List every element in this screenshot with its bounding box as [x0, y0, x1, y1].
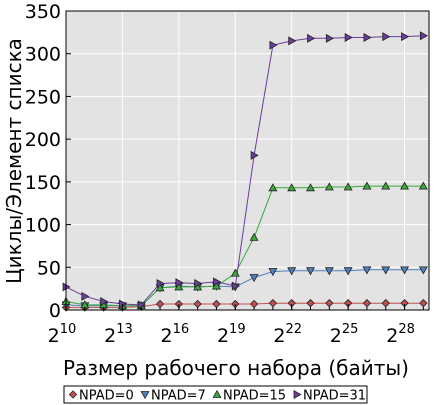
- data-point: [287, 267, 297, 276]
- x-tick-label: 228: [386, 322, 415, 347]
- data-point: [306, 183, 315, 192]
- data-point: [174, 282, 184, 291]
- y-tick-label: 50: [37, 257, 61, 279]
- series-line: [65, 185, 424, 307]
- grid: [66, 11, 429, 310]
- y-axis-ticks: 0 50 100 150 200 250 300 350: [25, 1, 71, 322]
- data-point: [137, 300, 146, 310]
- data-point: [268, 183, 278, 192]
- data-point: [362, 299, 372, 308]
- x-tick-label: 222: [273, 322, 302, 347]
- data-point: [156, 279, 165, 288]
- y-tick-label: 200: [25, 129, 61, 151]
- y-tick-label: 100: [25, 215, 61, 237]
- data-point: [287, 183, 297, 192]
- data-point: [400, 181, 410, 190]
- data-point: [382, 32, 391, 42]
- data-point: [211, 281, 221, 290]
- y-tick-label: 150: [25, 172, 61, 194]
- x-tick-exponent: 28: [398, 322, 415, 337]
- legend-label: NPAD=7: [151, 389, 206, 404]
- data-point: [269, 40, 278, 50]
- data-point: [343, 182, 353, 191]
- data-point: [418, 266, 428, 275]
- legend-label: NPAD=0: [79, 389, 134, 404]
- data-point: [268, 299, 278, 308]
- x-tick-exponent: 16: [173, 322, 190, 337]
- data-point: [325, 299, 334, 308]
- data-point: [362, 266, 372, 275]
- x-tick-label: 219: [217, 322, 246, 347]
- x-tick-exponent: 13: [116, 322, 133, 337]
- data-point: [249, 274, 259, 283]
- x-tick-exponent: 10: [60, 322, 77, 337]
- data-point: [231, 281, 240, 291]
- data-point: [419, 299, 428, 308]
- legend-marker: [140, 391, 150, 400]
- data-point: [307, 33, 316, 43]
- y-tick-label: 0: [49, 300, 61, 322]
- x-axis-label: Размер рабочего набора (байты): [63, 356, 409, 380]
- data-point: [268, 268, 278, 277]
- legend-label: NPAD=31: [303, 389, 366, 404]
- data-point: [249, 232, 259, 241]
- data-point: [194, 279, 203, 288]
- data-point: [381, 299, 390, 308]
- data-point: [344, 33, 353, 42]
- legend: NPAD=0 NPAD=7 NPAD=15 NPAD=31: [63, 385, 368, 404]
- x-tick-exponent: 19: [229, 322, 246, 337]
- y-tick-label: 350: [25, 1, 61, 23]
- data-point: [401, 32, 410, 42]
- legend-label: NPAD=15: [223, 389, 286, 404]
- data-point: [324, 182, 334, 191]
- data-point: [81, 291, 90, 301]
- data-point: [381, 266, 391, 275]
- data-point: [418, 181, 428, 190]
- x-tick-exponent: 25: [342, 322, 359, 337]
- data-point: [343, 267, 353, 276]
- data-point: [325, 33, 334, 43]
- plot-frame: [65, 10, 430, 311]
- data-point: [213, 277, 222, 287]
- y-axis-label: Циклы/Элемент списка: [2, 38, 26, 284]
- x-tick-exponent: 22: [285, 322, 302, 337]
- data-point: [306, 299, 315, 308]
- plot-background: [66, 11, 429, 310]
- data-point: [230, 268, 240, 277]
- x-tick-label: 213: [104, 322, 133, 347]
- x-tick-label: 216: [161, 322, 190, 347]
- data-point: [381, 181, 391, 190]
- legend-marker: [293, 390, 302, 399]
- y-tick-label: 300: [25, 44, 61, 66]
- legend-marker: [212, 389, 222, 398]
- data-point: [100, 296, 109, 306]
- data-point: [363, 33, 372, 42]
- data-point: [324, 267, 334, 276]
- data-point: [175, 278, 184, 288]
- data-point: [419, 31, 428, 41]
- legend-marker: [68, 390, 78, 399]
- data-point: [155, 283, 165, 292]
- data-point: [306, 267, 315, 276]
- x-tick-label: 210: [48, 322, 77, 347]
- data-point: [400, 266, 410, 275]
- y-tick-label: 250: [25, 86, 61, 108]
- data-point: [288, 36, 297, 46]
- data-point: [362, 181, 372, 190]
- series-markers: [61, 31, 428, 312]
- x-tick-label: 225: [330, 322, 359, 347]
- data-point: [250, 150, 259, 160]
